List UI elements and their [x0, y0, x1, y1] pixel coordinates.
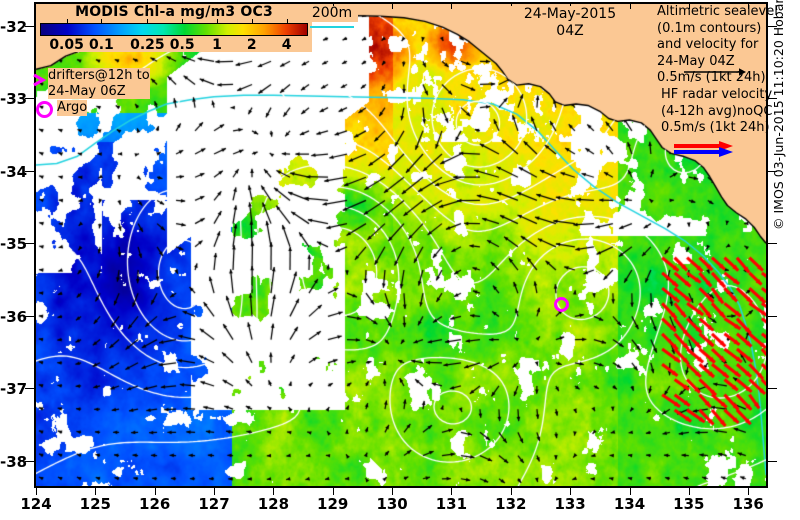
argo-float-marker[interactable]	[554, 297, 569, 312]
colorbar-tick-label: 4	[281, 37, 292, 53]
x-axis-tick	[688, 488, 690, 495]
y-axis-tick-right	[768, 388, 777, 390]
x-axis-tick-label: 126	[139, 495, 171, 513]
colorbar-tick	[101, 19, 103, 24]
x-axis-tick	[451, 488, 453, 495]
drifters-legend-label: drifters@12h to 24-May 06Z	[48, 68, 150, 99]
colorbar-tick	[147, 19, 149, 24]
altimetric-reference-arrow-icon	[684, 68, 746, 76]
colorbar-legend: MODIS Chl-a mg/m3 OC3 0.05 0.1 0.25 0.5 1 2 4	[36, 4, 312, 53]
x-axis-tick-label: 128	[257, 495, 290, 513]
colorbar-tick-label: 0.1	[88, 37, 114, 53]
map-date-label: 24-May-2015 04Z	[510, 6, 630, 40]
x-axis-tick-label: 130	[376, 495, 408, 513]
y-axis-tick	[25, 243, 34, 245]
x-axis-tick	[392, 488, 394, 495]
x-axis-tick-top	[451, 2, 453, 9]
y-axis-tick-label: -36	[0, 307, 28, 326]
y-axis-tick-label: -32	[0, 17, 28, 36]
colorbar-tick	[182, 19, 184, 24]
x-axis-tick-label: 127	[198, 495, 230, 513]
x-axis-tick-top	[748, 2, 750, 9]
x-axis-tick-label: 132	[495, 495, 527, 513]
hf-radar-reference-arrow-icon	[674, 141, 733, 157]
x-axis-tick-label: 136	[732, 495, 764, 513]
y-axis-tick-label: -35	[0, 235, 28, 254]
depth-contour-label: 200m	[306, 5, 358, 22]
x-axis-tick-top	[510, 2, 512, 9]
x-axis-tick	[748, 488, 750, 495]
y-axis-tick-label: -34	[0, 162, 28, 181]
colorbar-tick	[66, 19, 68, 24]
y-axis-tick	[25, 315, 34, 317]
argo-marker-icon	[36, 101, 53, 118]
x-axis-tick	[332, 488, 334, 495]
x-axis-tick	[154, 488, 156, 495]
altimetric-legend-text: Altimetric sealevel (0.1m contours) and …	[657, 4, 778, 85]
colorbar-tick-label: 0.25	[130, 37, 165, 53]
x-axis-tick	[629, 488, 631, 495]
colorbar-tick-label: 0.5	[169, 37, 195, 53]
x-axis-tick-label: 131	[435, 495, 468, 513]
x-axis-tick-label: 125	[79, 495, 111, 513]
colorbar-title: MODIS Chl-a mg/m3 OC3	[75, 4, 273, 20]
y-axis-tick	[25, 25, 34, 27]
x-axis-tick-label: 133	[554, 495, 586, 513]
depth-contour-swatch	[310, 26, 354, 28]
ocean-color-map-canvas[interactable]	[36, 4, 766, 486]
colorbar-tick	[286, 19, 288, 24]
drifter-marker-icon	[33, 73, 47, 87]
y-axis-tick-label: -33	[0, 90, 28, 109]
x-axis-tick-top	[392, 2, 394, 9]
x-axis-tick-top	[629, 2, 631, 9]
x-axis-tick	[214, 488, 215, 495]
x-axis-tick	[510, 488, 512, 495]
colorbar-tick-label: 0.05	[49, 37, 84, 53]
y-axis-tick	[25, 170, 34, 172]
y-axis-tick	[25, 460, 34, 462]
colorbar-tick	[251, 19, 253, 24]
x-axis-tick-top	[570, 2, 572, 9]
y-axis-tick-right	[768, 170, 777, 172]
credit-text: © IMOS 03-Jun-2015 11:10:20 Hobart time	[771, 0, 786, 230]
x-axis-tick	[95, 488, 97, 495]
colorbar-tick	[217, 19, 218, 24]
y-axis-tick-label: -38	[0, 452, 28, 471]
y-axis-tick-right	[768, 243, 777, 245]
colorbar-tick-label: 2	[246, 37, 257, 53]
colorbar-gradient-strip	[40, 23, 308, 36]
y-axis-tick-right	[768, 98, 777, 100]
y-axis-tick	[25, 388, 34, 390]
y-axis-tick-right	[768, 315, 777, 317]
x-axis-tick-top	[688, 2, 690, 9]
map-plot-area[interactable]	[34, 2, 768, 488]
x-axis-tick-label: 134	[613, 495, 646, 513]
x-axis-tick-label: 124	[20, 495, 52, 513]
y-axis-tick-label: -37	[0, 380, 28, 399]
y-axis-tick	[25, 98, 34, 100]
x-axis-tick	[36, 488, 37, 495]
y-axis-tick-right	[768, 460, 777, 462]
x-axis-tick	[273, 488, 275, 495]
x-axis-tick-top	[332, 2, 334, 9]
y-axis-tick-right	[768, 25, 777, 27]
hf-radar-legend-text: HF radar velocity (4-12h avg)noQC 0.5m/s…	[661, 87, 773, 135]
x-axis-tick-label: 135	[673, 495, 705, 513]
argo-legend-label: Argo	[57, 100, 88, 116]
colorbar-tick-label: 1	[212, 37, 222, 53]
x-axis-tick-label: 129	[317, 495, 349, 513]
x-axis-tick	[570, 488, 572, 495]
